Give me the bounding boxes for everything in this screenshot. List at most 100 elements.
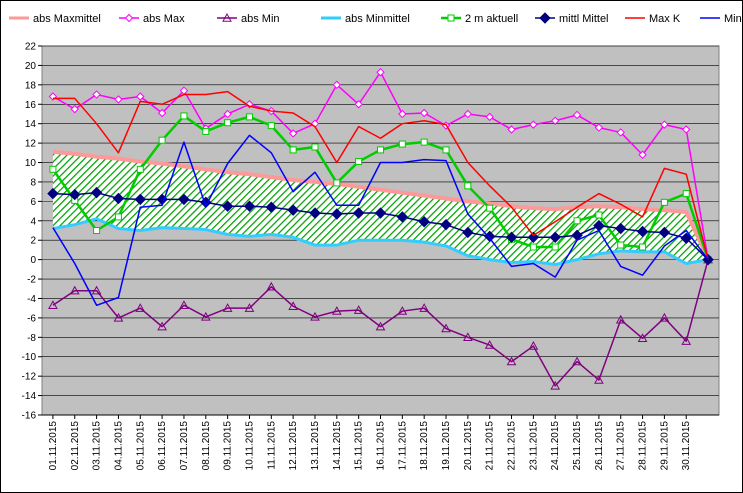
x-tick-label: 17.11.2015 — [397, 421, 408, 471]
legend-item: Max K — [625, 13, 681, 25]
x-tick-label: 18.11.2015 — [419, 421, 430, 471]
y-tick-label: -6 — [27, 313, 36, 324]
data-point — [157, 321, 167, 331]
x-tick-label: 25.11.2015 — [572, 421, 583, 471]
data-point — [419, 303, 430, 312]
data-point — [419, 108, 429, 118]
data-point — [48, 300, 58, 309]
x-tick-label: 10.11.2015 — [244, 421, 255, 471]
data-point — [486, 204, 494, 212]
data-point — [617, 241, 625, 249]
series-abs-minmittel — [52, 217, 709, 266]
series-min-k — [52, 134, 709, 307]
data-point — [178, 193, 190, 206]
data-point — [441, 323, 451, 333]
data-point — [682, 190, 690, 198]
x-tick-label: 06.11.2015 — [157, 421, 168, 471]
y-tick-label: -4 — [27, 294, 36, 305]
data-point — [637, 333, 648, 342]
data-point — [659, 312, 670, 322]
x-tick-label: 22.11.2015 — [507, 421, 518, 471]
x-tick-label: 27.11.2015 — [616, 421, 627, 471]
data-point — [70, 104, 79, 114]
data-point — [440, 218, 452, 231]
x-tick-label: 11.11.2015 — [266, 421, 277, 470]
legend-item: abs Maxmittel — [9, 13, 101, 25]
legend-item: 2 m aktuell — [441, 13, 518, 25]
data-point — [331, 208, 343, 220]
data-point — [157, 108, 167, 118]
data-point — [551, 243, 559, 251]
data-point — [539, 12, 551, 24]
data-point — [114, 213, 122, 221]
data-point — [124, 13, 134, 23]
data-point — [464, 182, 472, 190]
data-point — [221, 200, 234, 212]
legend-label: abs Minmittel — [345, 13, 410, 25]
data-point — [376, 68, 385, 77]
data-point — [680, 232, 692, 244]
data-point — [572, 110, 582, 120]
y-tick-label: 0 — [30, 255, 36, 266]
data-point — [134, 193, 146, 206]
data-point — [463, 109, 473, 119]
data-point — [594, 123, 604, 132]
series-line — [52, 134, 709, 307]
y-tick-label: 4 — [30, 216, 36, 227]
legend-item: Min K — [700, 13, 742, 25]
data-point — [266, 281, 277, 291]
data-point — [507, 125, 516, 134]
x-tick-label: 23.11.2015 — [528, 421, 539, 471]
data-point — [616, 128, 625, 137]
data-point — [353, 305, 364, 314]
data-point — [505, 231, 518, 244]
series-line — [52, 149, 710, 260]
data-point — [331, 306, 342, 315]
legend-label: abs Min — [241, 13, 280, 25]
data-point — [245, 113, 253, 121]
data-point — [222, 12, 232, 22]
data-point — [506, 356, 517, 366]
data-point — [310, 311, 320, 321]
data-point — [573, 217, 581, 225]
x-tick-label: 13.11.2015 — [310, 421, 321, 471]
data-point — [594, 375, 604, 384]
data-point — [462, 226, 474, 239]
y-tick-label: -16 — [22, 411, 37, 422]
data-point — [398, 140, 406, 148]
data-point — [529, 120, 538, 129]
x-tick-label: 02.11.2015 — [70, 421, 81, 471]
x-tick-label: 12.11.2015 — [288, 421, 299, 471]
data-point — [529, 243, 537, 251]
x-tick-label: 19.11.2015 — [441, 421, 452, 471]
x-tick-label: 30.11.2015 — [681, 421, 692, 471]
data-point — [332, 80, 342, 90]
legend-label: 2 m aktuell — [465, 13, 518, 25]
x-tick-label: 01.11.2015 — [48, 421, 59, 471]
x-tick-label: 14.11.2015 — [332, 421, 343, 471]
x-tick-label: 24.11.2015 — [550, 421, 561, 471]
x-tick-label: 08.11.2015 — [201, 421, 212, 471]
legend-label: abs Maxmittel — [33, 13, 101, 25]
data-point — [311, 143, 319, 151]
data-point — [114, 95, 123, 104]
data-point — [352, 207, 365, 219]
series-abs-min — [48, 254, 713, 390]
data-point — [136, 92, 145, 101]
data-point — [333, 179, 341, 187]
data-point — [639, 243, 647, 251]
data-point — [265, 201, 278, 213]
legend-label: Min K — [724, 13, 742, 25]
data-point — [549, 231, 561, 244]
data-point — [447, 14, 455, 22]
data-point — [92, 90, 101, 99]
legend-label: abs Max — [143, 13, 185, 25]
data-point — [288, 129, 298, 138]
series-line — [52, 259, 709, 387]
y-tick-label: 22 — [25, 42, 37, 53]
data-point — [223, 109, 232, 119]
plot-area — [41, 45, 720, 416]
data-point — [615, 314, 626, 324]
series-max-k — [52, 90, 709, 260]
